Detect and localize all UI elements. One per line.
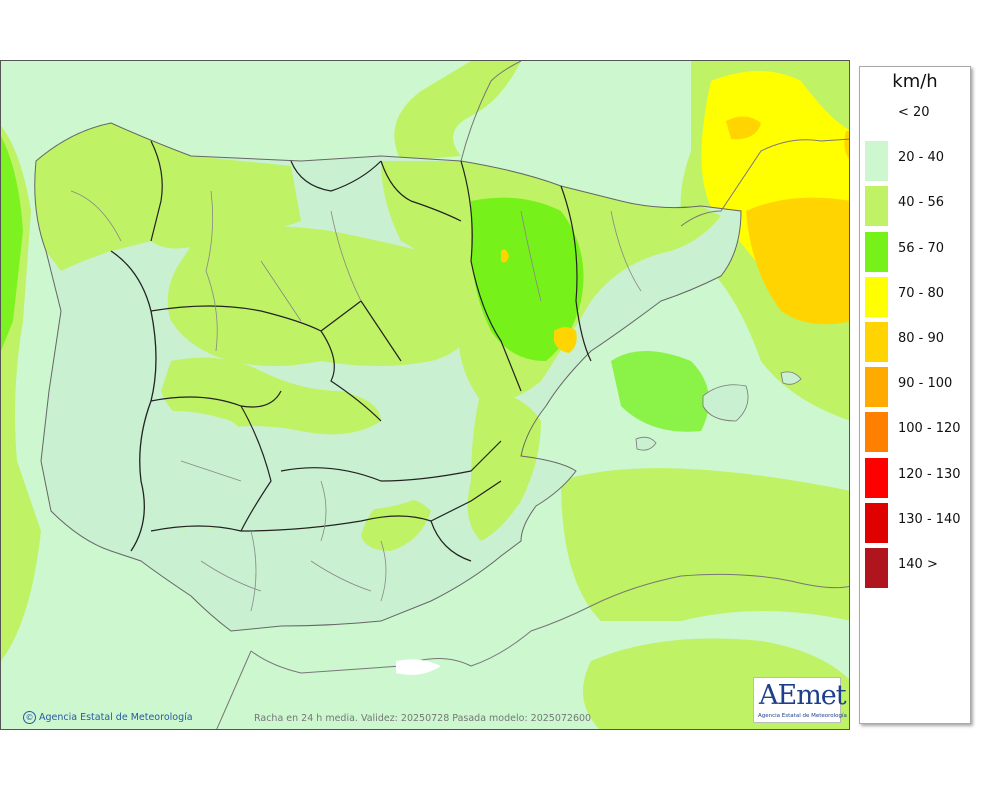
africa-atlantic-coast [216,650,252,729]
legend-swatch [865,457,888,498]
legend-item: < 20 [860,95,970,136]
gust-zone-ebro [471,197,584,361]
legend-label: 80 - 90 [898,331,945,346]
aemet-logo-mark: AEmet [759,680,847,711]
gust-zone-ebro-80b [501,249,509,263]
gust-zone-lion-80b [726,116,761,140]
legend-swatch [865,367,888,408]
legend-swatch [865,502,888,543]
gust-zone-atlantic-strong [1,136,23,351]
aemet-logo-subtitle: Agencia Estatal de Meteorología [758,713,847,719]
wind-gust-map: © Agencia Estatal de Meteorología Racha e… [0,60,850,730]
legend-item: 120 - 130 [860,457,970,498]
legend-label: 130 - 140 [898,511,961,527]
legend-label: 56 - 70 [898,240,945,256]
gust-zone-andalucia [177,527,368,626]
france-atlantic-coast [460,61,522,162]
legend-label: 40 - 56 [898,195,945,211]
legend-swatch [865,231,888,272]
gust-zone-south-east [361,497,431,551]
legend-panel: km/h < 20 20 - 40 40 - 56 56 - 70 70 - 80 80 … [859,66,971,724]
gust-zone-extremadura [117,411,254,531]
gust-zone-alboran-white [396,659,441,675]
legend-item: 20 - 40 [860,140,970,182]
gust-zone-lion-80c [844,131,849,159]
legend-item: 56 - 70 [860,231,970,272]
legend-item: 100 - 120 [860,411,970,453]
legend-swatch [865,412,888,453]
legend-item: 140 > [860,547,970,588]
copyright-icon: © [23,711,36,724]
legend-label: 90 - 100 [898,376,953,392]
province-borders [70,190,642,612]
menorca [780,371,802,385]
legend-label: < 20 [898,105,930,120]
gust-zone-centre [161,357,381,435]
legend-swatch [865,186,888,227]
coastline [34,122,742,632]
gust-zone-meseta-north [167,226,481,366]
gust-zone-balearic [611,351,709,432]
gust-zone-mancha [261,446,431,511]
map-canvas [1,61,849,729]
legend-label: 100 - 120 [898,421,961,437]
legend-swatch [865,96,888,136]
legend-swatch [865,141,888,182]
legend-label: 70 - 80 [898,285,945,301]
legend-item: 70 - 80 [860,276,970,317]
legend-label: 120 - 130 [898,466,961,482]
legend-swatch [865,276,888,317]
gust-zone-lion-80 [746,197,849,325]
legend-label: 20 - 40 [898,150,945,166]
copyright-notice: © Agencia Estatal de Meteorología [23,711,193,724]
map-caption: Racha en 24 h media. Validez: 20250728 P… [254,713,592,724]
aemet-logo: AEmet Agencia Estatal de Meteorología [753,677,847,723]
gust-zone-biscay [394,61,521,161]
ibiza [635,436,657,451]
gust-zone-east [467,391,541,541]
copyright-text: Agencia Estatal de Meteorología [39,712,193,723]
legend-item: 90 - 100 [860,366,970,408]
legend-swatch [865,548,888,588]
legend-unit: km/h [892,71,938,92]
france-coast [680,138,849,227]
legend-swatch [865,322,888,362]
legend-item: 40 - 56 [860,185,970,227]
gust-zone-med [561,468,849,621]
gust-zone-ebro-80 [554,327,577,353]
legend-item: 80 - 90 [860,321,970,362]
region-borders [150,140,592,562]
legend-label: 140 > [898,557,938,572]
mallorca [702,384,749,422]
legend-item: 130 - 140 [860,502,970,543]
